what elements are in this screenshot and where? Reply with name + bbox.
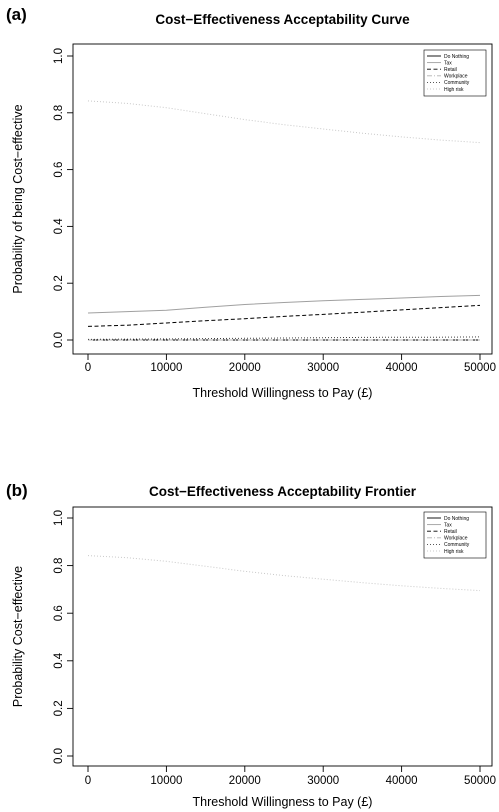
y-tick-label: 0.0 [53, 748, 65, 764]
legend-label: Tax [444, 60, 452, 66]
y-tick-label: 0.8 [53, 558, 65, 574]
legend-label: Do Nothing [444, 516, 469, 522]
x-tick-label: 20000 [229, 775, 261, 787]
x-tick-label: 10000 [150, 775, 182, 787]
y-tick-label: 0.2 [53, 700, 65, 716]
chart-title: Cost−Effectiveness Acceptability Frontie… [149, 484, 417, 499]
legend-label: Workplace [444, 536, 468, 542]
x-tick-label: 0 [85, 362, 91, 374]
panel-label: (a) [6, 5, 27, 24]
x-tick-label: 20000 [229, 362, 261, 374]
legend-box [423, 49, 487, 97]
legend-label: Community [444, 80, 470, 86]
x-axis-label: Threshold Willingness to Pay (£) [193, 386, 373, 400]
y-tick-label: 0.0 [53, 332, 65, 348]
y-tick-label: 0.8 [53, 105, 65, 121]
plot-area [72, 43, 493, 355]
legend-label: Do Nothing [444, 54, 469, 60]
y-axis-label: Probability Cost−effective [11, 566, 25, 707]
x-tick-label: 40000 [386, 775, 418, 787]
y-tick-label: 1.0 [53, 48, 65, 64]
plot-area [72, 506, 493, 767]
y-tick-label: 0.4 [53, 652, 65, 669]
series-line-tax: Tax [87, 294, 481, 314]
x-tick-label: 30000 [307, 775, 339, 787]
panel-label: (b) [6, 481, 28, 500]
chart-panel-a: (a) Cost−Effectiveness Acceptability Curv… [6, 5, 496, 400]
chart-panel-b: (b) Cost−Effectiveness Acceptability Fron… [6, 481, 496, 809]
series-line-retail: Retail [87, 304, 481, 327]
legend-label: Retail [444, 529, 457, 535]
y-tick-label: 0.6 [53, 605, 65, 621]
x-tick-label: 30000 [307, 362, 339, 374]
y-tick-label: 0.2 [53, 275, 65, 291]
series-line-high-risk: High risk [87, 555, 481, 592]
legend-label: High risk [444, 87, 464, 93]
legend-label: High risk [444, 549, 464, 555]
x-axis-label: Threshold Willingness to Pay (£) [193, 795, 373, 809]
x-tick-label: 0 [85, 775, 91, 787]
legend-box [423, 511, 487, 559]
y-tick-label: 0.6 [53, 162, 65, 178]
series-line-high-risk: High risk [87, 100, 481, 144]
legend: Do NothingTaxRetailWorkplaceCommunityHig… [423, 511, 487, 559]
legend-label: Workplace [444, 74, 468, 80]
x-tick-label: 50000 [464, 775, 496, 787]
y-axis-label: Probability of being Cost−effective [11, 104, 25, 293]
legend-label: Tax [444, 522, 452, 528]
y-tick-label: 0.4 [53, 218, 65, 235]
chart-title: Cost−Effectiveness Acceptability Curve [155, 12, 410, 27]
series-line-community: Community [87, 336, 481, 340]
x-tick-label: 50000 [464, 362, 496, 374]
x-tick-label: 40000 [386, 362, 418, 374]
y-tick-label: 1.0 [53, 510, 65, 526]
legend: Do NothingTaxRetailWorkplaceCommunityHig… [423, 49, 487, 97]
legend-label: Community [444, 542, 470, 548]
legend-label: Retail [444, 67, 457, 73]
x-tick-label: 10000 [150, 362, 182, 374]
